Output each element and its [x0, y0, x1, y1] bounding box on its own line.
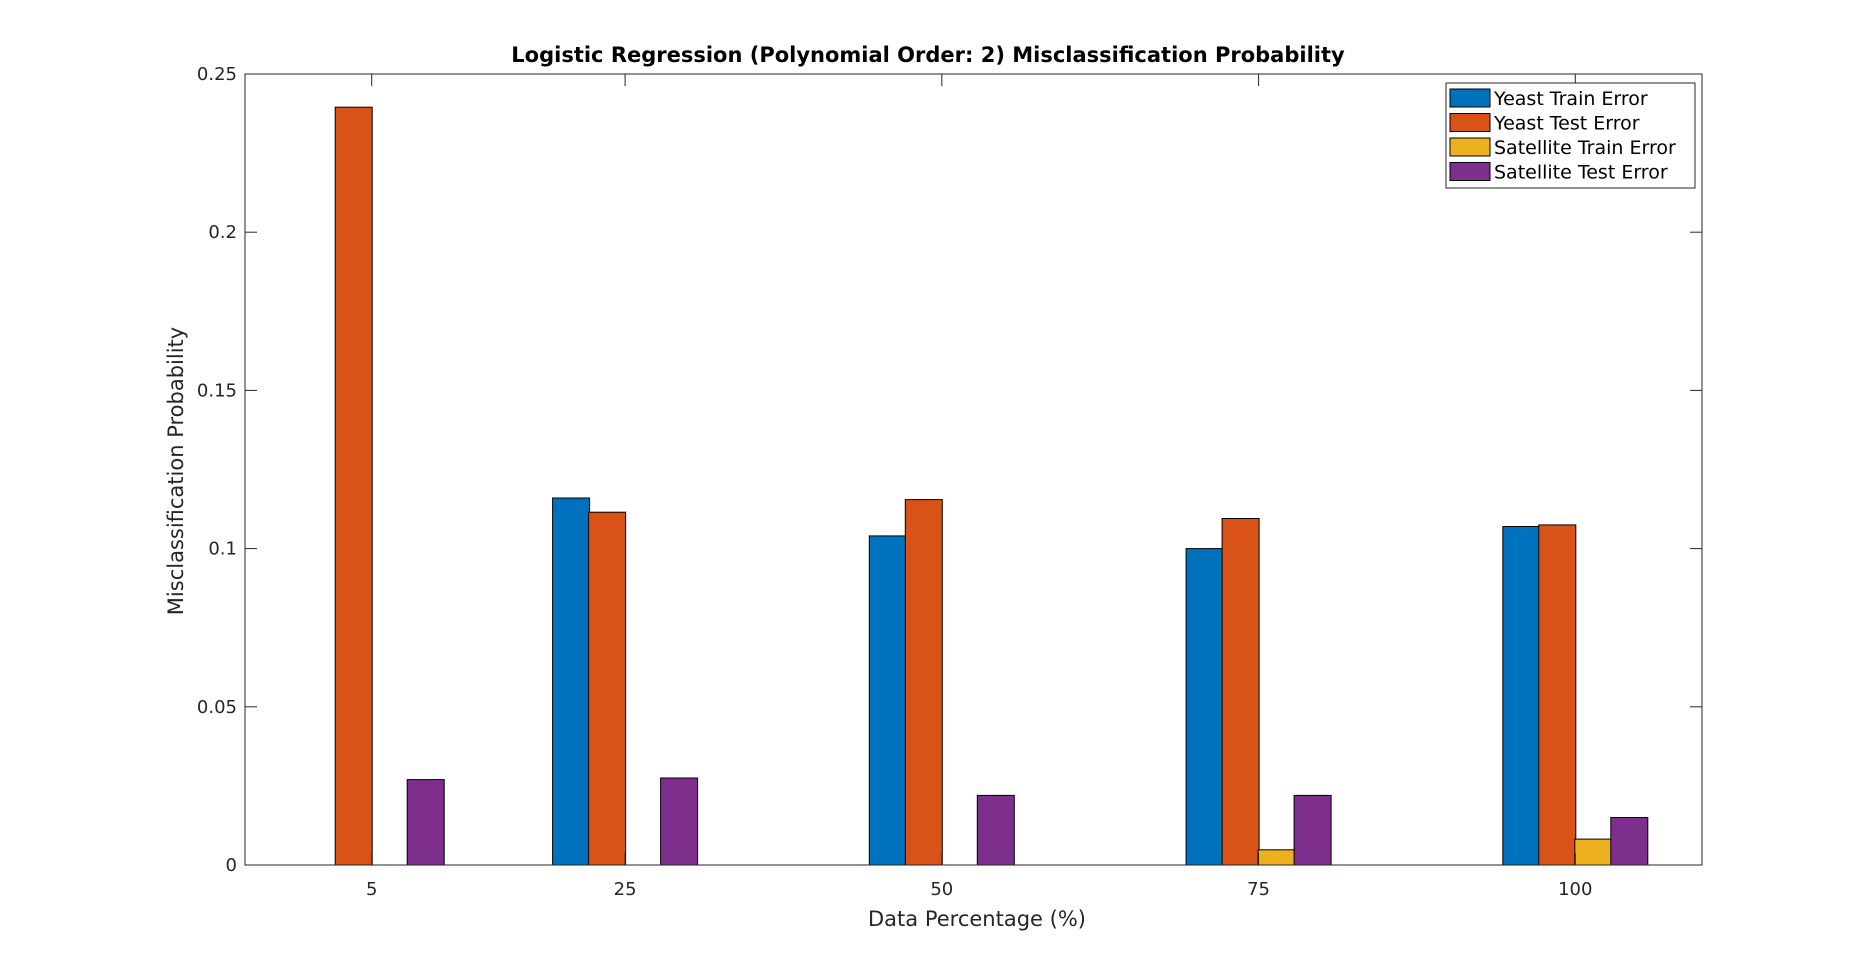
y-tick-label: 0.25: [197, 64, 237, 85]
bar-satellite-test-error-100: [1610, 817, 1649, 866]
bar-satellite-test-error-75: [1293, 794, 1332, 866]
bar-yeast-test-error-5: [334, 106, 373, 866]
legend-swatch: [1449, 88, 1491, 108]
legend-label: Yeast Train Error: [1493, 88, 1648, 110]
plot-area: 5 25 50 75 100 0 0.05 0.1 0.15 0.2 0.25: [197, 64, 1703, 900]
y-tick-label: 0: [226, 855, 237, 876]
x-tick-label: 25: [614, 879, 637, 900]
legend-label: Satellite Train Error: [1494, 137, 1676, 159]
bar-yeast-test-error-75: [1221, 518, 1260, 866]
x-tick-label: 5: [366, 879, 377, 900]
x-tick-label: 50: [930, 879, 953, 900]
bar-satellite-test-error-50: [976, 794, 1015, 866]
bar-satellite-test-error-25: [660, 777, 699, 866]
x-tick-label: 100: [1558, 879, 1592, 900]
y-tick-label: 0.05: [197, 697, 237, 718]
chart-title: Logistic Regression (Polynomial Order: 2…: [511, 43, 1345, 67]
y-tick-label: 0.2: [208, 222, 237, 243]
x-tick-label: 75: [1247, 879, 1270, 900]
plot-background: [245, 74, 1702, 865]
legend-swatch: [1449, 113, 1491, 132]
legend-label: Yeast Test Error: [1493, 113, 1640, 135]
bar-yeast-test-error-50: [904, 499, 943, 866]
axes-frame: [244, 73, 1703, 866]
bar-yeast-test-error-100: [1538, 524, 1577, 866]
bar-yeast-train-error-100: [1502, 526, 1541, 866]
bar-yeast-train-error-75: [1185, 548, 1224, 866]
y-tick-label: 0.15: [197, 380, 237, 401]
y-tick-label: 0.1: [208, 539, 237, 560]
bar-satellite-test-error-5: [406, 779, 445, 866]
bar-yeast-train-error-50: [868, 535, 907, 866]
bar-satellite-train-error-100: [1574, 838, 1613, 866]
bar-yeast-test-error-25: [588, 511, 627, 866]
bar-yeast-train-error-25: [552, 497, 591, 866]
legend-swatch: [1449, 162, 1491, 181]
bar-satellite-train-error-75: [1257, 849, 1296, 866]
x-axis-label: Data Percentage (%): [868, 907, 1086, 931]
legend-label: Satellite Test Error: [1494, 162, 1668, 184]
legend-swatch: [1449, 137, 1491, 157]
y-axis-label: Misclassification Probability: [164, 327, 188, 615]
